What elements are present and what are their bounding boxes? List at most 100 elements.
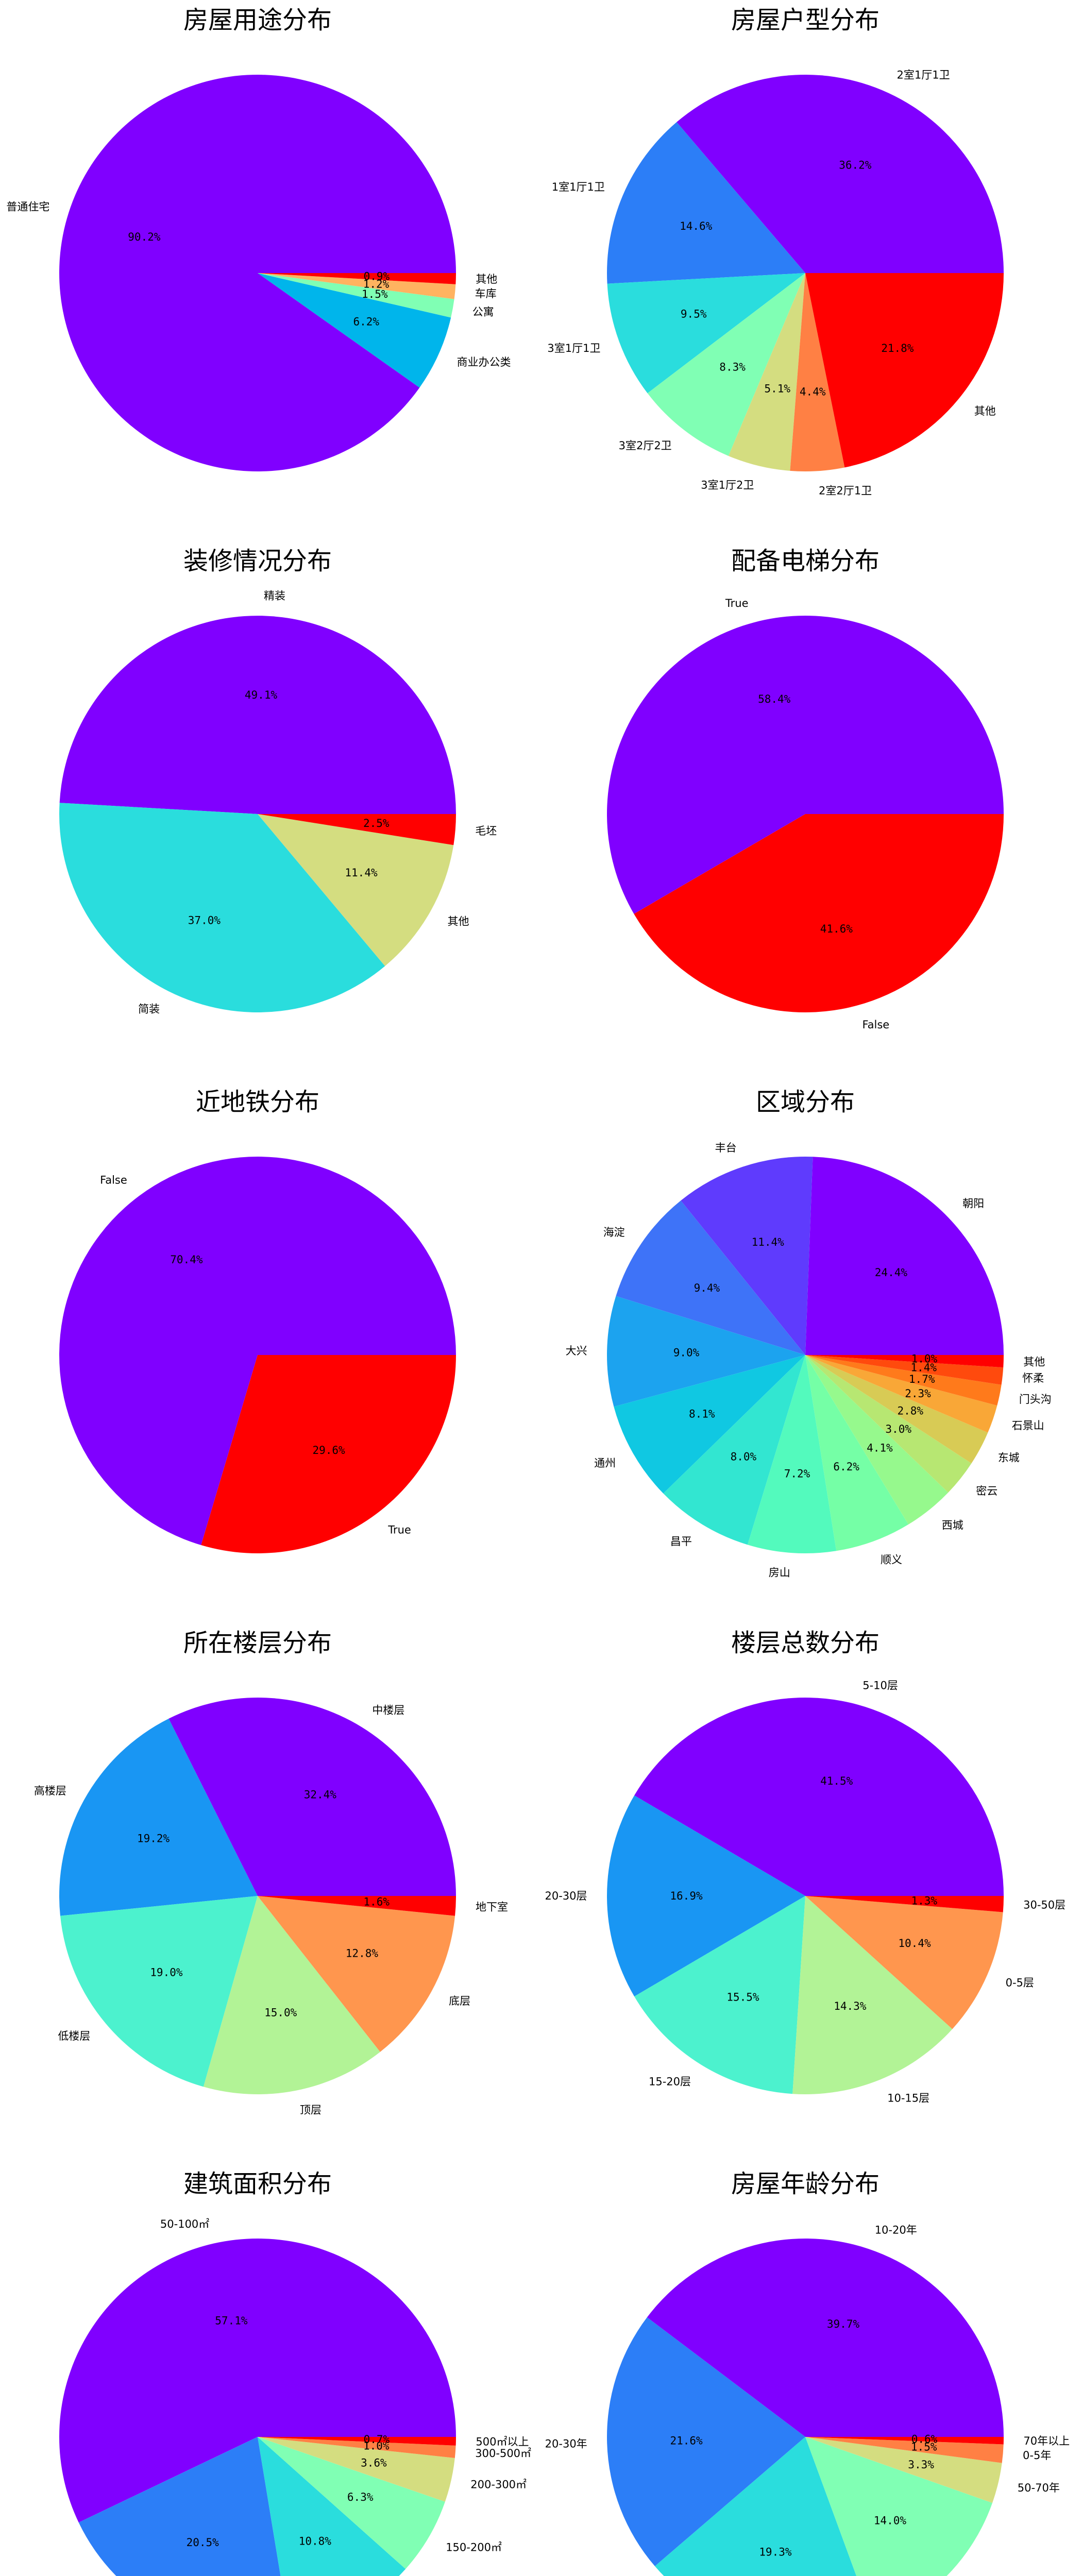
slice-percent: 90.2%: [128, 231, 161, 243]
pie-chart-8: 楼层总数分布 5-10层 41.5% 20-30层 16.9% 15-20层 15.5% 10…: [545, 1629, 1066, 2105]
slice-label: 10-15层: [887, 2092, 929, 2105]
slice-percent: 2.3%: [905, 1387, 931, 1400]
pie-slice: [607, 615, 1004, 914]
slice-percent: 9.0%: [673, 1347, 700, 1359]
chart-title: 配备电梯分布: [731, 547, 880, 575]
chart-title: 装修情况分布: [183, 547, 332, 575]
slice-label: 200-300㎡: [470, 2478, 527, 2490]
slice-percent: 6.2%: [833, 1461, 859, 1473]
slice-percent: 0.6%: [911, 2433, 938, 2445]
pie-slice: [792, 1896, 953, 2094]
slice-percent: 14.3%: [834, 2000, 867, 2012]
slice-percent: 1.7%: [909, 1373, 935, 1385]
slice-percent: 19.2%: [137, 1833, 170, 1845]
pie-slice: [59, 75, 457, 472]
slice-label: 50-70年: [1018, 2482, 1060, 2494]
pie-slice: [655, 2437, 857, 2576]
slice-label: 公寓: [472, 306, 494, 318]
slice-label: 密云: [976, 1485, 998, 1497]
slice-percent: 19.3%: [759, 2546, 792, 2558]
pie-slice: [614, 1355, 805, 1494]
pie-chart-4: 配备电梯分布 True 58.4% False 41.6%: [607, 547, 1004, 1031]
chart-title: 楼层总数分布: [731, 1629, 880, 1657]
pie-slice: [634, 814, 1004, 1012]
slice-label: 房山: [769, 1567, 790, 1579]
slice-percent: 12.8%: [346, 1947, 379, 1959]
pie-slice: [59, 616, 457, 814]
pie-slice: [616, 1200, 805, 1355]
slice-label: 低楼层: [58, 2030, 90, 2042]
pie-slice: [59, 1718, 258, 1916]
slice-percent: 1.6%: [363, 1896, 390, 1908]
pie-slice: [258, 273, 456, 299]
pie-slice: [607, 1296, 805, 1407]
pie-slice: [681, 1156, 813, 1355]
slice-label: 毛坯: [475, 825, 497, 837]
slice-label: 150-200㎡: [446, 2541, 502, 2553]
slice-percent: 58.4%: [758, 693, 791, 705]
slice-percent: 49.1%: [245, 689, 278, 701]
slice-label: 普通住宅: [6, 201, 49, 213]
pie-slice: [258, 273, 454, 318]
slice-percent: 3.0%: [885, 1423, 911, 1435]
slice-percent: 1.0%: [911, 1352, 938, 1365]
chart-title: 区域分布: [756, 1088, 855, 1116]
pie-slice: [258, 2437, 445, 2569]
slice-percent: 2.5%: [363, 817, 390, 829]
slice-percent: 15.5%: [726, 1991, 759, 2004]
slice-label: 2室1厅1卫: [897, 69, 950, 81]
pie-slice: [805, 1355, 1004, 1368]
slice-label: 70年以上: [1023, 2435, 1070, 2447]
slice-percent: 8.1%: [689, 1408, 715, 1420]
pie-slice: [606, 2317, 805, 2566]
slice-percent: 41.6%: [820, 923, 853, 935]
slice-label: 海淀: [603, 1226, 625, 1239]
slice-percent: 21.8%: [881, 342, 914, 354]
slice-label: 其他: [448, 916, 469, 928]
slice-label: 门头沟: [1019, 1393, 1052, 1405]
slice-percent: 11.4%: [752, 1236, 785, 1248]
pie-slice: [805, 2437, 993, 2576]
slice-percent: 1.5%: [911, 2441, 937, 2453]
slice-percent: 15.0%: [264, 2007, 297, 2019]
slice-percent: 32.4%: [304, 1788, 337, 1801]
slice-percent: 20.5%: [187, 2536, 219, 2549]
slice-percent: 11.4%: [345, 867, 378, 879]
pie-slice: [805, 1355, 1002, 1406]
pie-slice: [634, 1896, 805, 2094]
slice-percent: 0.9%: [364, 270, 390, 283]
slice-percent: 8.0%: [731, 1450, 757, 1463]
slice-label: 0-5年: [1023, 2449, 1051, 2462]
slice-label: 3室1厅2卫: [701, 479, 754, 492]
slice-percent: 3.6%: [361, 2456, 387, 2469]
slice-percent: 36.2%: [839, 159, 872, 171]
slice-label: 0-5层: [1006, 1976, 1034, 1989]
slice-percent: 5.1%: [764, 383, 790, 395]
pie-slice: [805, 2437, 1004, 2463]
slice-label: True: [725, 597, 749, 609]
pie-slice: [258, 2437, 456, 2446]
slice-label: 精装: [264, 590, 285, 602]
chart-title: 房屋用途分布: [183, 6, 332, 35]
slice-label: False: [100, 1174, 127, 1187]
pie-slice: [201, 1355, 456, 1553]
pie-slice: [805, 1355, 949, 1524]
pie-slice: [805, 2437, 1004, 2445]
slice-percent: 41.5%: [820, 1775, 853, 1787]
pie-slice: [805, 1157, 1004, 1355]
slice-label: 车库: [475, 287, 497, 300]
pie-slice: [59, 803, 385, 1012]
slice-percent: 24.4%: [875, 1266, 908, 1279]
slice-label: 其他: [974, 405, 996, 417]
slice-label: 地下室: [476, 1901, 508, 1913]
pie-slice: [258, 814, 454, 967]
slice-label: 石景山: [1012, 1419, 1044, 1432]
slice-label: 1室1厅1卫: [552, 181, 605, 193]
pie-chart-9: 建筑面积分布50-100㎡57.1%100-150㎡20.5%0-50㎡10.8…: [59, 2170, 531, 2576]
pie-slice: [663, 1355, 805, 1545]
pie-slice: [59, 2238, 457, 2523]
slice-label: 中楼层: [372, 1704, 404, 1717]
